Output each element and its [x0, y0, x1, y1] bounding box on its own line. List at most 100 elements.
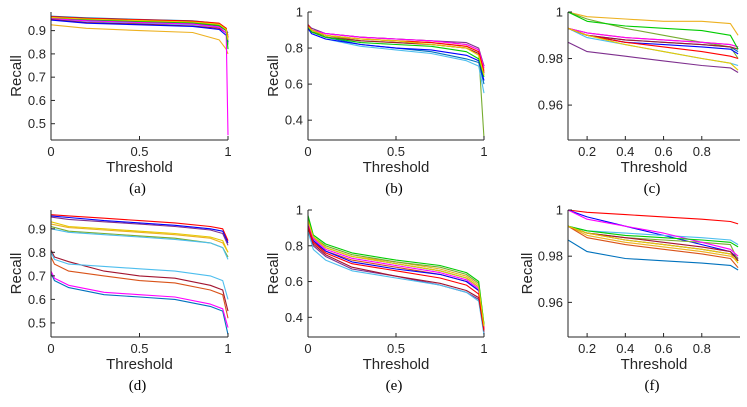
series-line-3 [308, 218, 485, 327]
x-tick-label: 0.5 [387, 144, 405, 159]
y-tick-label: 0.8 [285, 41, 303, 56]
series-group [308, 24, 485, 139]
x-axis-label: Threshold [363, 159, 430, 176]
panel-caption: (d) [129, 378, 147, 394]
series-line-2 [51, 215, 229, 244]
series-line-9 [568, 209, 739, 257]
y-tick-label: 0.98 [538, 249, 563, 264]
series-line-1 [308, 218, 485, 327]
series-line-1 [51, 214, 229, 241]
series-line-8 [568, 239, 739, 271]
y-tick-label: 0.6 [285, 77, 303, 92]
chart-panel-b: 0 0.5 1 0.4 0.6 0.8 1 Threshold Recall (b) [265, 5, 488, 198]
y-tick-label: 0.8 [285, 238, 303, 253]
series-line-12 [568, 225, 739, 264]
y-tick-label: 0.4 [285, 310, 303, 325]
series-group [568, 209, 739, 271]
series-line-11 [51, 273, 229, 335]
series-line-3 [51, 24, 229, 55]
series-line-6 [308, 231, 485, 336]
series-line-11 [568, 225, 739, 269]
series-line-9 [51, 252, 229, 300]
x-tick-label: 0.5 [130, 341, 148, 356]
y-tick-label: 0.8 [28, 46, 46, 61]
series-line-7 [51, 221, 229, 253]
x-axis-label: Threshold [363, 356, 430, 373]
x-tick-label: 0 [304, 144, 311, 159]
chart-panel-f: 0.2 0.4 0.6 0.8 0.96 0.98 1 Threshold Recall (f) [519, 203, 740, 394]
series-group [308, 215, 485, 336]
y-tick-label: 0.6 [285, 274, 303, 289]
y-tick-label: 1 [296, 203, 303, 218]
series-line-12 [51, 270, 229, 328]
x-tick-label: 0 [304, 341, 311, 356]
x-tick-label: 0.6 [655, 144, 673, 159]
x-tick-label: 0 [47, 341, 54, 356]
panel-caption: (e) [386, 378, 403, 394]
y-tick-label: 1 [556, 5, 563, 20]
series-line-12 [308, 220, 485, 327]
x-axis-label: Threshold [106, 356, 173, 373]
series-line-4 [568, 225, 739, 262]
y-axis-label: Recall [265, 55, 282, 97]
series-line-4 [308, 227, 485, 334]
y-axis-label: Recall [265, 253, 282, 295]
x-tick-label: 0.5 [130, 144, 148, 159]
series-line-1 [568, 209, 739, 225]
x-tick-label: 0.4 [616, 341, 634, 356]
chart-panel-e: 0 0.5 1 0.4 0.6 0.8 1 Threshold Recall (e) [265, 203, 488, 395]
series-line-10 [568, 11, 739, 50]
x-tick-label: 0.2 [578, 144, 596, 159]
series-line-5 [568, 11, 739, 59]
y-tick-label: 1 [556, 203, 563, 218]
panel-caption: (a) [129, 181, 146, 197]
series-line-5 [308, 218, 485, 325]
y-tick-label: 0.9 [28, 23, 46, 38]
y-axis-label: Recall [8, 55, 25, 97]
x-tick-label: 1 [480, 341, 487, 356]
series-line-4 [51, 223, 229, 253]
series-line-8 [51, 249, 229, 312]
y-tick-label: 0.98 [538, 51, 563, 66]
series-line-11 [51, 16, 229, 38]
series-line-8 [308, 224, 485, 329]
y-tick-label: 0.5 [28, 116, 46, 131]
y-tick-label: 1 [296, 5, 303, 20]
series-line-9 [51, 17, 229, 136]
y-tick-label: 0.4 [285, 113, 303, 128]
series-line-3 [51, 216, 229, 246]
y-tick-label: 0.7 [28, 70, 46, 85]
series-line-1 [308, 26, 485, 85]
series-group [51, 15, 229, 136]
y-tick-label: 0.6 [28, 292, 46, 307]
y-tick-label: 0.7 [28, 268, 46, 283]
series-line-8 [308, 27, 485, 81]
y-tick-label: 0.5 [28, 315, 46, 330]
panel-caption: (b) [385, 181, 403, 197]
series-line-9 [308, 24, 485, 69]
series-line-9 [308, 222, 485, 329]
series-line-12 [51, 16, 229, 40]
series-line-3 [568, 11, 739, 36]
x-axis-label: Threshold [621, 159, 688, 176]
chart-panel-c: 0.2 0.4 0.6 0.8 0.96 0.98 1 Threshold (c) [538, 5, 740, 197]
x-tick-label: 1 [480, 144, 487, 159]
series-line-12 [308, 26, 485, 76]
series-group [568, 11, 739, 73]
y-tick-label: 0.96 [538, 98, 563, 113]
x-axis-label: Threshold [106, 159, 173, 176]
x-tick-label: 0.6 [655, 341, 673, 356]
y-axis-label: Recall [519, 253, 536, 295]
series-line-11 [308, 225, 485, 330]
series-line-9 [568, 27, 739, 48]
y-tick-label: 0.6 [28, 93, 46, 108]
x-tick-label: 0.2 [578, 341, 596, 356]
panel-caption: (c) [644, 181, 661, 197]
series-line-10 [308, 26, 485, 78]
y-axis-label: Recall [8, 253, 25, 295]
x-tick-label: 0 [47, 144, 54, 159]
series-line-4 [568, 41, 739, 73]
